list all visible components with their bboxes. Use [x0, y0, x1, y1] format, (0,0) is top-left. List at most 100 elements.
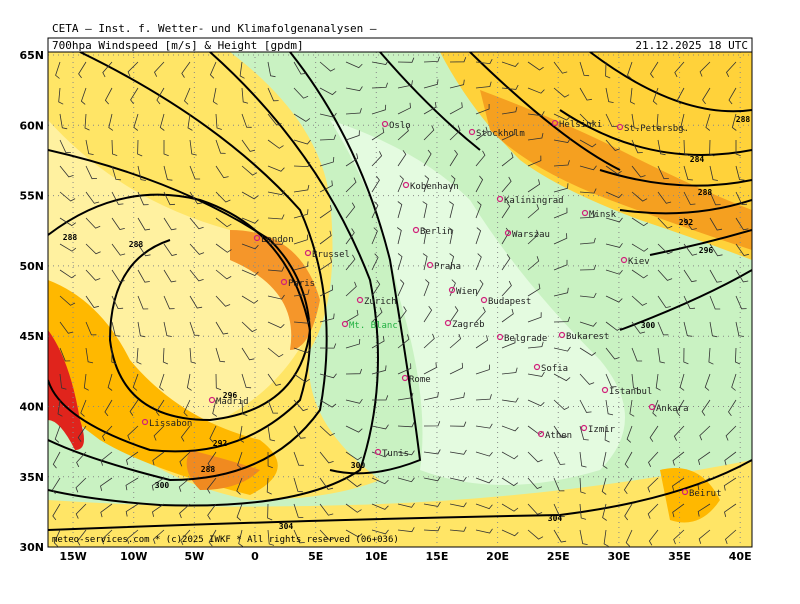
wind-barb	[553, 137, 571, 143]
wind-barb	[475, 59, 493, 65]
wind-barb	[501, 106, 518, 115]
lat-label: 60N	[19, 119, 44, 132]
lon-label: 30E	[607, 550, 630, 563]
wind-barb	[631, 243, 649, 252]
wind-barb	[709, 191, 721, 206]
wind-barb	[101, 529, 113, 545]
wind-barb	[163, 269, 177, 283]
wind-barb	[189, 347, 197, 364]
contour-label: 300	[641, 321, 656, 330]
wind-barb	[319, 134, 336, 141]
wind-barb	[236, 477, 243, 495]
wind-barb	[657, 347, 665, 364]
wind-barb	[111, 165, 121, 181]
wind-barb	[579, 212, 596, 219]
wind-barb	[423, 421, 441, 427]
lat-label: 55N	[19, 190, 44, 203]
wind-barb	[159, 113, 165, 131]
wind-barb	[449, 362, 464, 375]
wind-barb	[137, 295, 149, 310]
wind-barb	[709, 321, 718, 338]
wind-barb	[680, 113, 686, 131]
wind-barb	[553, 425, 567, 438]
wind-barb	[153, 425, 165, 441]
wind-barb	[371, 477, 389, 485]
city-label: Oslo	[389, 121, 411, 131]
wind-barb	[125, 477, 139, 491]
wind-barb	[501, 176, 512, 193]
wind-barb	[126, 451, 139, 465]
wind-barb	[397, 502, 415, 508]
wind-barb	[655, 373, 661, 391]
wind-barb	[267, 239, 285, 245]
wind-barb	[59, 321, 74, 334]
wind-barb	[180, 529, 191, 546]
city-marker	[581, 209, 589, 217]
wind-barb	[397, 175, 404, 193]
wind-barb	[189, 139, 197, 156]
wind-barb	[501, 227, 510, 245]
wind-barb	[155, 399, 165, 417]
wind-barb	[602, 451, 608, 469]
wind-barb	[241, 139, 256, 152]
wind-barb	[527, 133, 544, 141]
wind-barb	[697, 503, 711, 517]
wind-barb	[75, 477, 87, 493]
wind-barb	[501, 84, 519, 90]
contour-label: 288	[201, 465, 216, 474]
wind-barb	[371, 279, 381, 297]
wind-barb	[501, 451, 519, 460]
wind-barb	[579, 237, 596, 245]
city-marker	[381, 120, 389, 128]
wind-barb	[207, 451, 217, 468]
wind-barb	[76, 529, 87, 546]
wind-barb	[241, 347, 255, 361]
wind-barb	[206, 477, 217, 494]
lat-label: 50N	[19, 260, 44, 273]
wind-barb	[735, 295, 747, 310]
wind-barb	[527, 61, 544, 71]
wind-barb	[215, 373, 222, 391]
wind-barb	[241, 295, 259, 304]
city-marker	[374, 448, 382, 456]
wind-barb	[397, 279, 405, 297]
wind-barb	[345, 477, 362, 488]
wind-barb	[52, 451, 61, 469]
wind-barb	[704, 373, 711, 391]
wind-barb	[178, 477, 191, 492]
wind-barb	[293, 113, 311, 122]
wind-barb	[371, 336, 385, 349]
wind-barb	[266, 477, 272, 495]
wind-barb	[189, 321, 200, 336]
wind-barb	[527, 87, 545, 94]
wind-barb	[104, 87, 113, 105]
wind-barb	[319, 343, 337, 349]
field	[48, 460, 752, 547]
wind-barb	[319, 425, 335, 436]
wind-barb	[475, 104, 490, 115]
wind-barb	[345, 61, 363, 69]
wind-barb	[267, 294, 285, 300]
wind-barb	[631, 165, 646, 178]
institute: CETA — Inst. f. Wetter- und Klimafolgena…	[52, 22, 377, 35]
wind-barb	[423, 476, 441, 482]
wind-barb	[319, 156, 335, 167]
wind-barb	[241, 165, 258, 176]
wind-barb	[475, 394, 492, 401]
wind-barb	[475, 528, 493, 534]
wind-barb	[604, 425, 610, 443]
wind-barb	[293, 261, 309, 271]
wind-barb	[267, 425, 276, 442]
wind-barb	[293, 139, 311, 145]
wind-barb	[652, 87, 659, 105]
city-label: London	[261, 235, 294, 245]
wind-barb	[163, 243, 177, 256]
wind-barb	[293, 87, 309, 99]
wind-barb	[579, 373, 595, 385]
lon-label: 40E	[729, 550, 752, 563]
contour-label: 288	[63, 233, 78, 242]
wind-barb	[397, 334, 410, 349]
field	[186, 450, 260, 490]
wind-barb	[241, 269, 259, 276]
wind-barb	[345, 86, 363, 92]
